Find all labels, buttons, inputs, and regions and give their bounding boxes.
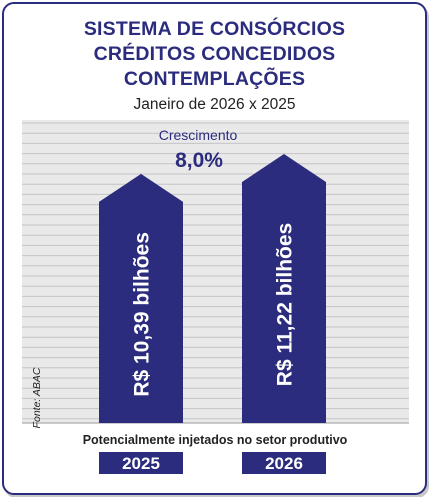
plot-background [22,120,409,423]
bar-2026 [242,154,326,423]
year-labels: 2025 2026 [99,452,326,474]
growth-label: Crescimento [159,127,238,143]
growth-value: 8,0% [175,149,223,172]
year-badge [242,452,326,474]
bar-2025 [99,173,183,423]
footnote: Potencialmente injetados no setor produt… [83,433,348,447]
chart-title-line-1: SISTEMA DE CONSÓRCIOS [83,18,346,40]
bar-value-label: R$ 10,39 bilhões [131,232,154,397]
category-label: 2025 [122,454,160,473]
bars: R$ 10,39 bilhões R$ 11,22 bilhões [99,154,326,423]
chart-subtitle: Janeiro de 2026 x 2025 [133,96,296,113]
category-label: 2026 [265,454,303,473]
bar-value-label: R$ 11,22 bilhões [274,223,297,386]
source-label: Fonte: ABAC [31,367,43,428]
chart-title-line-2: CRÉDITOS CONCEDIDOS [93,43,336,65]
year-badge [99,452,183,474]
chart-title-line-3: CONTEMPLAÇÕES [123,68,306,90]
gridlines [22,122,409,424]
